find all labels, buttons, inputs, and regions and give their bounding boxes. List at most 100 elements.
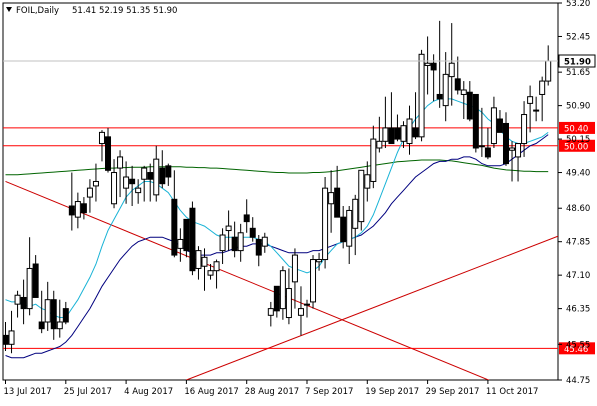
y-tick-label: 53.20: [566, 0, 590, 9]
candle-body-bull: [460, 89, 467, 95]
candle: [44, 281, 51, 331]
candle: [388, 92, 395, 145]
y-tick-label: 48.60: [566, 204, 590, 214]
candle: [304, 299, 310, 318]
candle-body-bull: [267, 308, 274, 316]
candle-body-bull: [358, 169, 365, 223]
candle: [56, 299, 63, 338]
candle-body-bear: [129, 178, 136, 185]
trend-line-2: [186, 235, 558, 380]
x-axis: 13 Jul 2017 25 Jul 2017 4 Aug 2017 16 Aug 2…: [4, 380, 538, 397]
x-tick-label: 13 Jul 2017: [4, 387, 52, 397]
candle-body-bull: [376, 140, 383, 149]
candle-body-bull: [304, 303, 310, 306]
candle-body-bear: [171, 198, 178, 256]
candle: [370, 125, 377, 189]
candle: [80, 197, 87, 220]
candle: [159, 150, 166, 189]
candle-body-bear: [394, 127, 401, 140]
candle-body-bull: [123, 176, 130, 189]
candle: [334, 165, 341, 218]
candle-body-bear: [340, 216, 347, 243]
candle: [364, 161, 371, 202]
candle: [105, 127, 112, 173]
candle-body-bull: [442, 73, 449, 107]
level-tag-50.40: [559, 121, 595, 134]
candle: [92, 163, 99, 202]
candle-body-bull: [352, 198, 359, 229]
candle-body-bear: [334, 187, 341, 218]
candle-body-bear: [147, 172, 154, 180]
candle: [436, 20, 443, 108]
candle-body-bull: [285, 288, 292, 319]
candle-body-bull: [418, 53, 425, 138]
candle: [478, 107, 485, 157]
candle: [26, 237, 33, 316]
candle: [490, 96, 497, 148]
candle-body-bear: [20, 296, 27, 310]
candle-body-bear: [231, 236, 238, 252]
candle-body-bull: [509, 147, 516, 151]
candle: [183, 218, 190, 258]
candle-body-bear: [466, 91, 473, 120]
ohlc-values: 51.41 52.19 51.35 51.90: [72, 6, 177, 16]
candle-body-bull: [141, 167, 148, 180]
candle: [454, 56, 461, 95]
candle: [322, 177, 329, 269]
x-tick-label: 25 Jul 2017: [64, 387, 112, 397]
candle: [448, 23, 455, 106]
x-tick-label: 4 Aug 2017: [124, 387, 173, 397]
candle: [509, 141, 516, 182]
candle-body-bull: [527, 96, 534, 104]
candle-body-bull: [26, 267, 33, 310]
candle-body-bull: [515, 143, 522, 158]
candle-body-bull: [135, 187, 142, 194]
y-tick-label: 45.55: [566, 340, 590, 350]
candle: [165, 163, 172, 186]
y-tick-label: 46.35: [566, 305, 590, 315]
candle: [400, 121, 407, 148]
candle-body-bull: [545, 60, 552, 82]
candle-body-bull: [370, 138, 377, 182]
level-label-45.46: 45.46: [564, 345, 588, 355]
candle: [442, 52, 449, 122]
candles: [2, 20, 552, 354]
candle: [539, 76, 546, 122]
candle-body-bull: [291, 254, 298, 283]
candle-body-bear: [80, 203, 87, 214]
horizontal-levels: 50.40 50.00 45.46: [3, 121, 595, 355]
symbol-label: FOIL,Daily: [16, 6, 59, 16]
candle: [521, 101, 528, 157]
candle-body-bear: [243, 214, 250, 223]
candle: [177, 228, 184, 262]
candle-body-bull: [279, 270, 286, 310]
x-tick-label: 19 Sep 2017: [365, 387, 419, 397]
candle: [225, 210, 232, 251]
candle-body-bull: [213, 261, 220, 272]
candle-body-bull: [521, 114, 528, 145]
candle-body-bear: [159, 167, 166, 185]
collapse-triangle-icon[interactable]: [6, 7, 12, 12]
candle-body-bear: [105, 136, 112, 171]
y-tick-label: 44.75: [566, 376, 590, 386]
candle: [515, 143, 522, 182]
candle-body-bear: [472, 93, 479, 149]
candle-body-bull: [539, 80, 546, 95]
candle-body-bull: [533, 109, 540, 112]
candle-body-bull: [478, 145, 485, 148]
candle: [285, 268, 292, 325]
candle: [267, 301, 274, 327]
candle-body-bull: [225, 225, 232, 232]
level-label-50.00: 50.00: [564, 142, 588, 152]
candle: [297, 286, 304, 336]
level-tag-45.46: [559, 342, 595, 355]
candle-body-bull: [346, 209, 353, 247]
candle-body-bear: [255, 238, 262, 256]
candle: [291, 248, 298, 309]
candle-body-bull: [219, 234, 226, 252]
candle: [460, 81, 467, 119]
candle: [346, 206, 353, 264]
candle: [2, 322, 9, 351]
y-tick-label: 52.45: [566, 32, 590, 42]
